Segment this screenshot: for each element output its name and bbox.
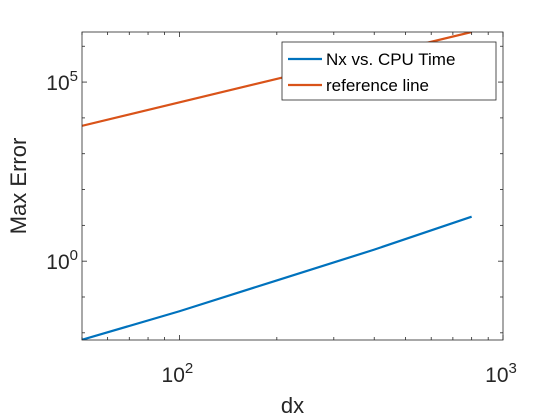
axes-box [81, 31, 504, 341]
y-axis-label: Max Error [6, 138, 31, 235]
legend-box [281, 41, 497, 101]
tick-labels: 102 103 100 105 [46, 68, 517, 387]
x-tick-label: 102 [162, 360, 194, 387]
x-tick-label: 103 [485, 360, 517, 387]
x-axis-label: dx [281, 393, 304, 418]
legend-label-2: reference line [326, 76, 429, 95]
y-tick-label: 100 [46, 247, 78, 274]
legend: Nx vs. CPU Time reference line [281, 41, 497, 101]
y-tick-label: 105 [46, 68, 78, 95]
axes [81, 31, 504, 341]
legend-label-1: Nx vs. CPU Time [326, 50, 455, 69]
ticks [81, 32, 504, 340]
series-line-1 [82, 215, 472, 340]
